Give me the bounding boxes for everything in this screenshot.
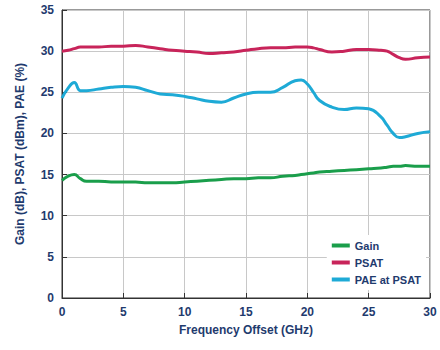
svg-text:20: 20 bbox=[301, 305, 315, 319]
svg-text:30: 30 bbox=[423, 305, 437, 319]
svg-text:15: 15 bbox=[239, 305, 253, 319]
svg-text:25: 25 bbox=[41, 85, 55, 99]
svg-text:Gain (dB), PSAT (dBm), PAE (%): Gain (dB), PSAT (dBm), PAE (%) bbox=[13, 63, 27, 245]
svg-text:0: 0 bbox=[47, 291, 54, 305]
svg-text:20: 20 bbox=[41, 126, 55, 140]
svg-text:5: 5 bbox=[47, 250, 54, 264]
svg-text:5: 5 bbox=[120, 305, 127, 319]
svg-text:10: 10 bbox=[178, 305, 192, 319]
svg-text:0: 0 bbox=[59, 305, 66, 319]
svg-text:25: 25 bbox=[362, 305, 376, 319]
svg-text:Gain: Gain bbox=[355, 240, 380, 252]
svg-text:30: 30 bbox=[41, 44, 55, 58]
svg-text:10: 10 bbox=[41, 209, 55, 223]
svg-text:15: 15 bbox=[41, 168, 55, 182]
svg-text:Frequency Offset (GHz): Frequency Offset (GHz) bbox=[179, 323, 313, 337]
svg-text:PSAT: PSAT bbox=[355, 257, 384, 269]
svg-text:PAE at PSAT: PAE at PSAT bbox=[355, 274, 421, 286]
svg-text:35: 35 bbox=[41, 3, 55, 17]
